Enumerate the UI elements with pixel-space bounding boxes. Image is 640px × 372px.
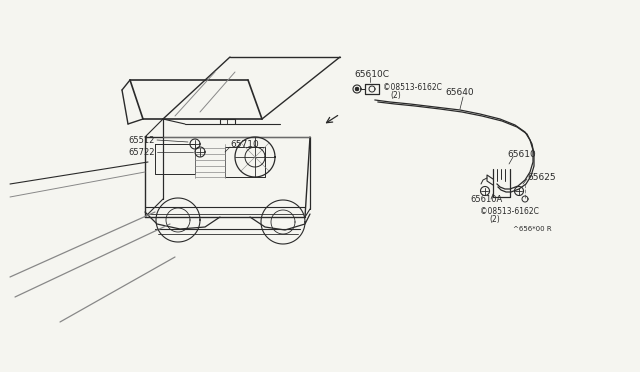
Text: ©08513-6162C: ©08513-6162C — [480, 206, 539, 215]
Text: 65610: 65610 — [507, 150, 536, 158]
Text: 65640: 65640 — [445, 87, 474, 96]
Text: 65512: 65512 — [129, 135, 155, 144]
Text: ^656*00 R: ^656*00 R — [513, 226, 552, 232]
Text: 65610C: 65610C — [354, 70, 389, 78]
Text: 65625: 65625 — [527, 173, 556, 182]
Text: 65710: 65710 — [230, 140, 259, 148]
Text: ©08513-6162C: ©08513-6162C — [383, 83, 442, 92]
Text: (2): (2) — [489, 215, 500, 224]
Text: 65610A: 65610A — [470, 195, 502, 203]
Polygon shape — [355, 87, 358, 90]
Text: 65722: 65722 — [129, 148, 155, 157]
Text: (2): (2) — [390, 90, 401, 99]
